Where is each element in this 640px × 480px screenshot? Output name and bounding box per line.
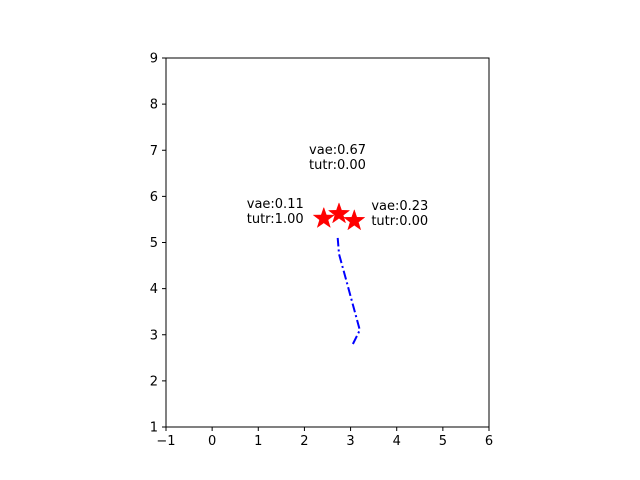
y-tick-label: 6 bbox=[150, 190, 158, 205]
trajectory-series bbox=[336, 237, 361, 345]
star-markers bbox=[312, 202, 366, 231]
star-marker bbox=[343, 209, 366, 231]
y-tick-label: 2 bbox=[150, 374, 158, 389]
y-tick-label: 3 bbox=[150, 328, 158, 343]
y-tick-label: 7 bbox=[150, 144, 158, 159]
x-tick-label: 1 bbox=[254, 434, 262, 449]
y-tick-label: 5 bbox=[150, 236, 158, 251]
y-tick-label: 4 bbox=[150, 282, 158, 297]
trajectory-line bbox=[336, 237, 361, 345]
star-marker bbox=[312, 206, 336, 229]
annotation-tutr: tutr:1.00 bbox=[247, 212, 304, 227]
y-tick-label: 8 bbox=[150, 98, 158, 113]
annotation-tutr: tutr:0.00 bbox=[371, 214, 428, 229]
x-tick-label: −1 bbox=[156, 434, 175, 449]
plot-frame bbox=[165, 57, 490, 428]
x-axis: −1 0 1 2 3 4 5 6 bbox=[156, 427, 493, 449]
x-tick-label: 0 bbox=[208, 434, 216, 449]
x-tick-label: 3 bbox=[346, 434, 354, 449]
x-tick-label: 2 bbox=[300, 434, 308, 449]
x-tick-label: 4 bbox=[393, 434, 401, 449]
y-tick-label: 9 bbox=[150, 52, 158, 67]
annotation-vae: vae:0.23 bbox=[371, 199, 428, 214]
y-axis: 1 2 3 4 5 6 7 8 9 bbox=[150, 52, 166, 436]
x-tick-label: 5 bbox=[439, 434, 447, 449]
star-marker bbox=[327, 202, 351, 224]
annotations: vae:0.11tutr:1.00vae:0.67tutr:0.00vae:0.… bbox=[247, 143, 429, 229]
x-tick-label: 6 bbox=[485, 434, 493, 449]
y-tick-label: 1 bbox=[150, 421, 158, 436]
annotation-vae: vae:0.11 bbox=[247, 197, 304, 212]
annotation-tutr: tutr:0.00 bbox=[309, 158, 366, 173]
annotation-vae: vae:0.67 bbox=[309, 143, 366, 158]
